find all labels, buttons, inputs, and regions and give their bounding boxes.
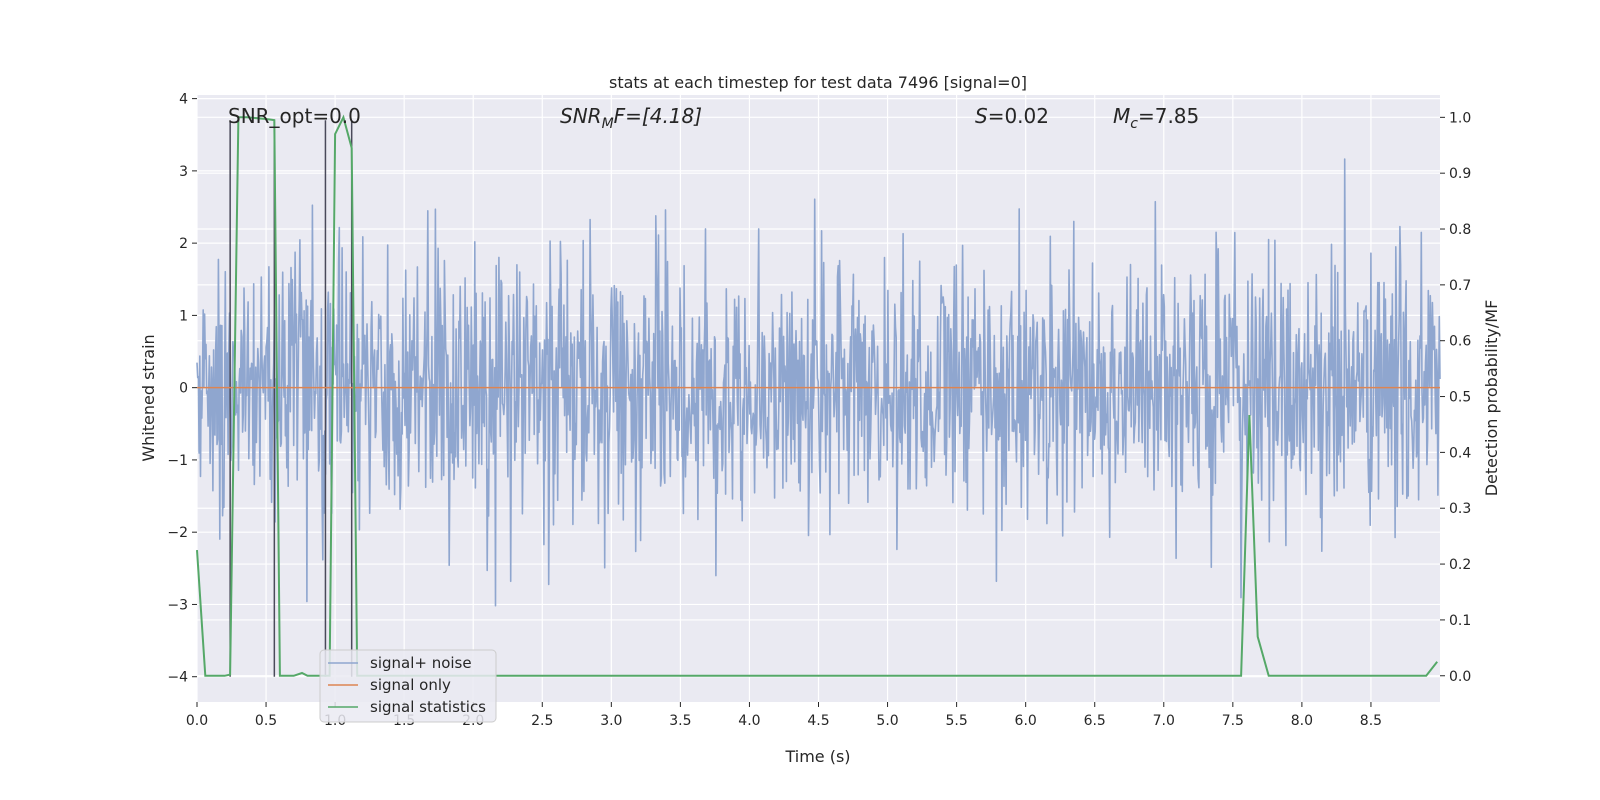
x-tick-label-8: 4.0 (738, 713, 760, 729)
y-right-tick-label-9: 0.9 (1449, 166, 1471, 182)
annotation-snr-opt: SNR_opt=0.0 (228, 104, 361, 128)
legend-label-signal-statistics: signal statistics (370, 698, 486, 716)
x-tick-label-9: 4.5 (807, 713, 829, 729)
y-left-tick-label-7: 3 (179, 164, 188, 180)
annotation-mc: Mc=7.85 (1113, 104, 1199, 132)
signal-noise-line (196, 158, 1441, 607)
legend-label-signal-noise: signal+ noise (370, 654, 472, 672)
y-left-tick-label-6: 2 (179, 236, 188, 252)
y-left-axis-label: Whitened strain (139, 334, 158, 461)
x-tick-label-14: 7.0 (1153, 713, 1175, 729)
x-tick-label-7: 3.5 (669, 713, 691, 729)
mc-value: =7.85 (1138, 104, 1199, 128)
y-left-axis-ticks: −4 −3 −2 −1 0 1 2 3 4 (167, 92, 197, 686)
x-tick-label-16: 8.0 (1291, 713, 1313, 729)
noise-series (196, 158, 1441, 607)
y-left-tick-label-1: −3 (167, 597, 188, 613)
y-right-tick-label-8: 0.8 (1449, 222, 1471, 238)
legend-label-signal-only: signal only (370, 676, 451, 694)
s-value: =0.02 (988, 104, 1049, 128)
mc-sub: c (1130, 116, 1138, 132)
x-tick-label-12: 6.0 (1015, 713, 1037, 729)
legend: signal+ noise signal only signal statist… (319, 649, 497, 723)
y-right-tick-label-3: 0.3 (1449, 501, 1471, 517)
legend-box (319, 649, 497, 723)
y-left-tick-label-3: −1 (167, 453, 188, 469)
y-left-tick-label-2: −2 (167, 525, 188, 541)
y-left-tick-label-0: −4 (167, 670, 188, 686)
y-right-tick-label-7: 0.7 (1449, 278, 1471, 294)
y-right-tick-label-0: 0.0 (1449, 669, 1471, 685)
x-tick-label-0: 0.0 (186, 713, 208, 729)
chart-title: stats at each timestep for test data 749… (609, 73, 1027, 92)
x-tick-label-5: 2.5 (531, 713, 553, 729)
y-left-tick-label-5: 1 (179, 308, 188, 324)
snr-mf-rest: F=[4.18] (614, 104, 702, 128)
s-label: S (975, 104, 988, 128)
x-tick-label-11: 5.5 (945, 713, 967, 729)
y-left-tick-label-4: 0 (179, 381, 188, 397)
x-tick-label-10: 5.0 (876, 713, 898, 729)
snr-mf-sub: M (602, 116, 614, 132)
y-left-tick-label-8: 4 (179, 92, 188, 108)
annotation-s: S=0.02 (975, 104, 1049, 128)
y-right-tick-label-6: 0.6 (1449, 334, 1471, 350)
y-right-axis-label: Detection probability/MF (1482, 300, 1501, 497)
annotation-snr-mf: SNRMF=[4.18] (560, 104, 702, 132)
x-tick-label-6: 3.0 (600, 713, 622, 729)
y-right-tick-label-5: 0.5 (1449, 390, 1471, 406)
x-tick-label-17: 8.5 (1360, 713, 1382, 729)
y-right-tick-label-1: 0.1 (1449, 613, 1471, 629)
y-right-tick-label-10: 1.0 (1449, 110, 1471, 126)
x-tick-label-13: 6.5 (1084, 713, 1106, 729)
x-tick-label-15: 7.5 (1222, 713, 1244, 729)
y-right-tick-label-2: 0.2 (1449, 557, 1471, 573)
mc-label: M (1113, 104, 1130, 128)
x-tick-label-1: 0.5 (255, 713, 277, 729)
snr-mf-label: SNR (560, 104, 602, 128)
x-axis-label: Time (s) (784, 747, 850, 766)
y-right-tick-label-4: 0.4 (1449, 445, 1471, 461)
y-right-axis-ticks: 0.0 0.1 0.2 0.3 0.4 0.5 0.6 0.7 0.8 0.9 1.0 (1440, 110, 1471, 685)
